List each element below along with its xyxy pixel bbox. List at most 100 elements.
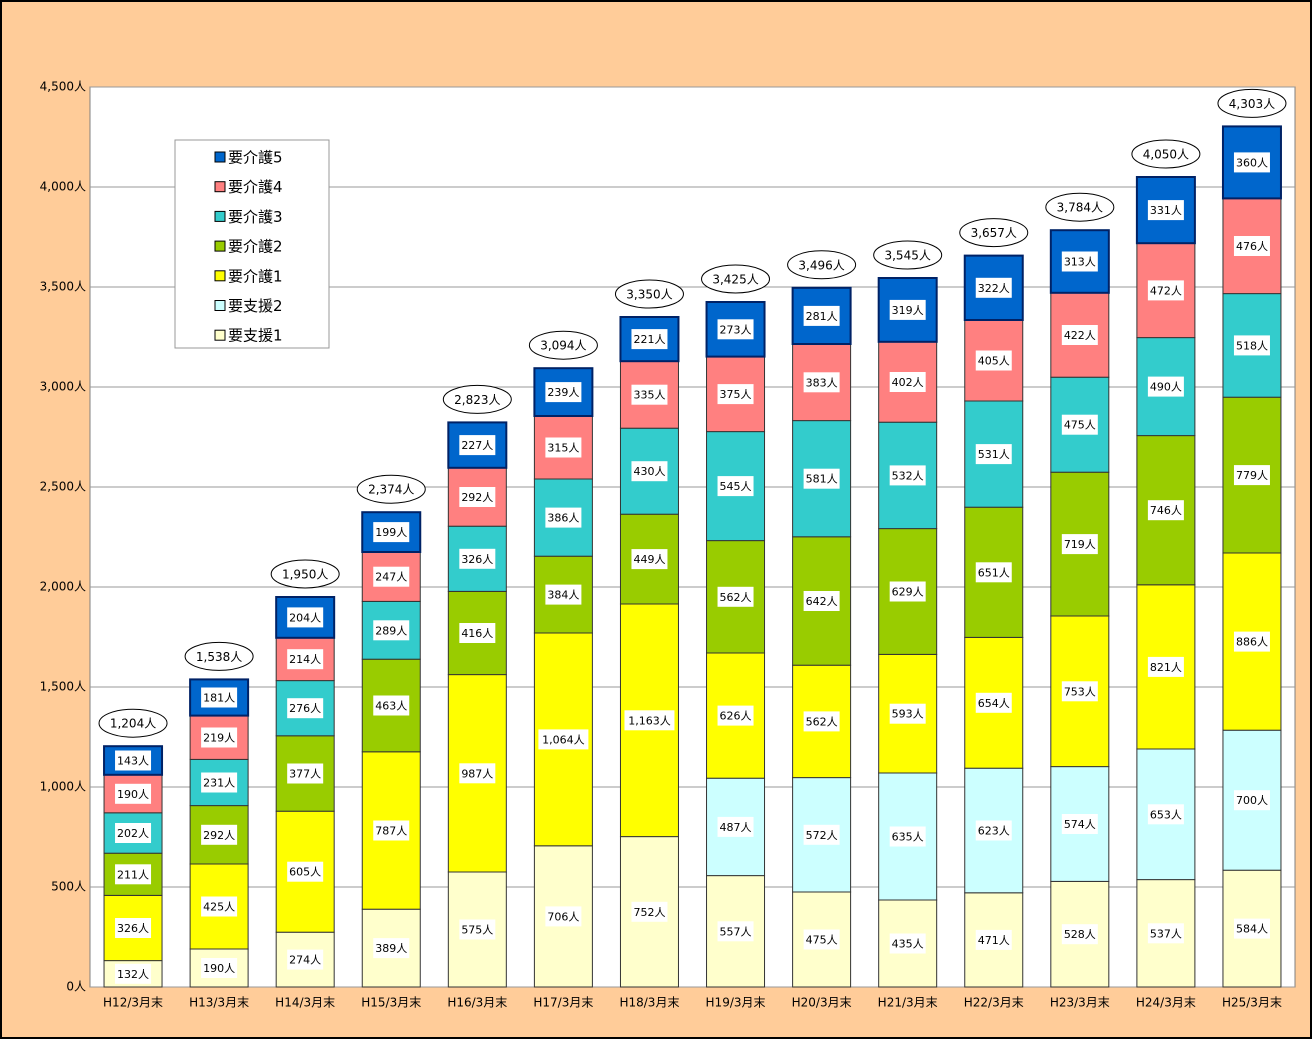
value-label: 292人 (203, 829, 235, 842)
y-tick-label: 1,500人 (40, 680, 86, 694)
value-label: 375人 (720, 388, 752, 401)
y-tick-label: 4,000人 (40, 180, 86, 194)
value-label: 557人 (720, 925, 752, 938)
value-label-box (459, 763, 496, 784)
x-tick-label: H21/3月末 (878, 996, 938, 1010)
value-label-box (1061, 534, 1098, 555)
x-tick-label: H15/3月末 (361, 996, 421, 1010)
value-label-box (631, 384, 668, 405)
x-tick-label: H13/3月末 (189, 996, 249, 1010)
legend-label: 要介護1 (228, 267, 283, 285)
value-label: 623人 (978, 825, 1010, 838)
y-tick-label: 3,000人 (40, 380, 86, 394)
bar-segment (189, 758, 249, 807)
value-label-box (624, 710, 675, 731)
value-label-box (115, 823, 152, 843)
value-label: 435人 (892, 938, 924, 951)
legend-marker (214, 329, 226, 341)
value-label: 463人 (375, 700, 407, 713)
bar-segment (1050, 376, 1110, 473)
value-label: 475人 (806, 934, 838, 947)
value-label-box (889, 703, 926, 724)
value-label: 472人 (1150, 284, 1182, 297)
value-label-box (889, 465, 926, 486)
value-label: 331人 (1150, 204, 1182, 217)
total-label: 3,784人 (1057, 201, 1103, 215)
value-label-box (717, 384, 754, 405)
value-label: 987人 (461, 767, 493, 780)
total-bubble (614, 279, 684, 309)
total-label: 1,950人 (282, 568, 328, 582)
value-label-box (803, 372, 840, 393)
value-label: 326人 (461, 553, 493, 566)
value-label-box (1061, 251, 1098, 272)
total-bubble (787, 250, 857, 280)
value-label-box (1147, 200, 1184, 221)
value-label: 202人 (117, 827, 149, 840)
value-label-box (459, 919, 496, 940)
value-label-box (287, 607, 324, 628)
total-bubble (270, 559, 340, 589)
value-label-box (889, 933, 926, 954)
value-label: 384人 (547, 589, 579, 602)
value-label-box (373, 938, 410, 959)
value-label-box (538, 729, 589, 750)
value-label: 572人 (806, 829, 838, 842)
value-label: 313人 (1064, 256, 1096, 269)
value-label: 562人 (806, 715, 838, 728)
value-label-box (459, 487, 496, 507)
value-label: 581人 (806, 473, 838, 486)
value-label-box (717, 816, 754, 837)
total-label: 4,050人 (1143, 148, 1189, 162)
total-label: 3,657人 (971, 226, 1017, 240)
value-label-box (287, 698, 324, 719)
value-label-box (631, 461, 668, 482)
value-label: 593人 (892, 708, 924, 721)
value-label-box (287, 649, 324, 670)
legend-label: 要支援1 (228, 327, 283, 345)
bar-segment (878, 528, 938, 655)
value-label: 531人 (978, 448, 1010, 461)
value-label: 746人 (1150, 504, 1182, 517)
value-label: 821人 (1150, 661, 1182, 674)
value-label: 221人 (633, 333, 665, 346)
value-label-box (803, 305, 840, 326)
total-bubble (184, 641, 254, 671)
value-label: 315人 (547, 442, 579, 455)
value-label: 214人 (289, 653, 321, 666)
value-label-box (1147, 804, 1184, 825)
value-label: 405人 (978, 355, 1010, 368)
value-label: 132人 (117, 968, 149, 981)
value-label: 471人 (978, 934, 1010, 947)
value-label: 190人 (117, 788, 149, 801)
value-label-box (1061, 325, 1098, 345)
value-label: 1,064人 (542, 733, 585, 746)
x-tick-label: H17/3月末 (533, 996, 593, 1010)
value-label: 383人 (806, 376, 838, 389)
value-label: 753人 (1064, 685, 1096, 698)
value-label-box (459, 435, 496, 456)
value-label: 402人 (892, 376, 924, 389)
value-label: 274人 (289, 954, 321, 967)
value-label: 449人 (633, 553, 665, 566)
value-label: 635人 (892, 831, 924, 844)
x-tick-label: H18/3月末 (619, 996, 679, 1010)
x-tick-label: H12/3月末 (103, 996, 163, 1010)
value-label-box (1233, 236, 1270, 256)
value-label-box (631, 549, 668, 570)
value-label: 653人 (1150, 808, 1182, 821)
value-label-box (201, 824, 238, 845)
value-label-box (373, 522, 410, 543)
value-label: 476人 (1236, 240, 1268, 253)
value-label: 626人 (720, 710, 752, 723)
value-label: 416人 (461, 627, 493, 640)
value-label-box (1147, 923, 1184, 944)
total-bubble (959, 218, 1029, 248)
total-bubble (98, 708, 168, 738)
value-label: 490人 (1150, 381, 1182, 394)
value-label-box (373, 566, 410, 587)
value-label-box (803, 824, 840, 845)
y-tick-label: 3,500人 (40, 280, 86, 294)
legend-marker (214, 210, 226, 222)
